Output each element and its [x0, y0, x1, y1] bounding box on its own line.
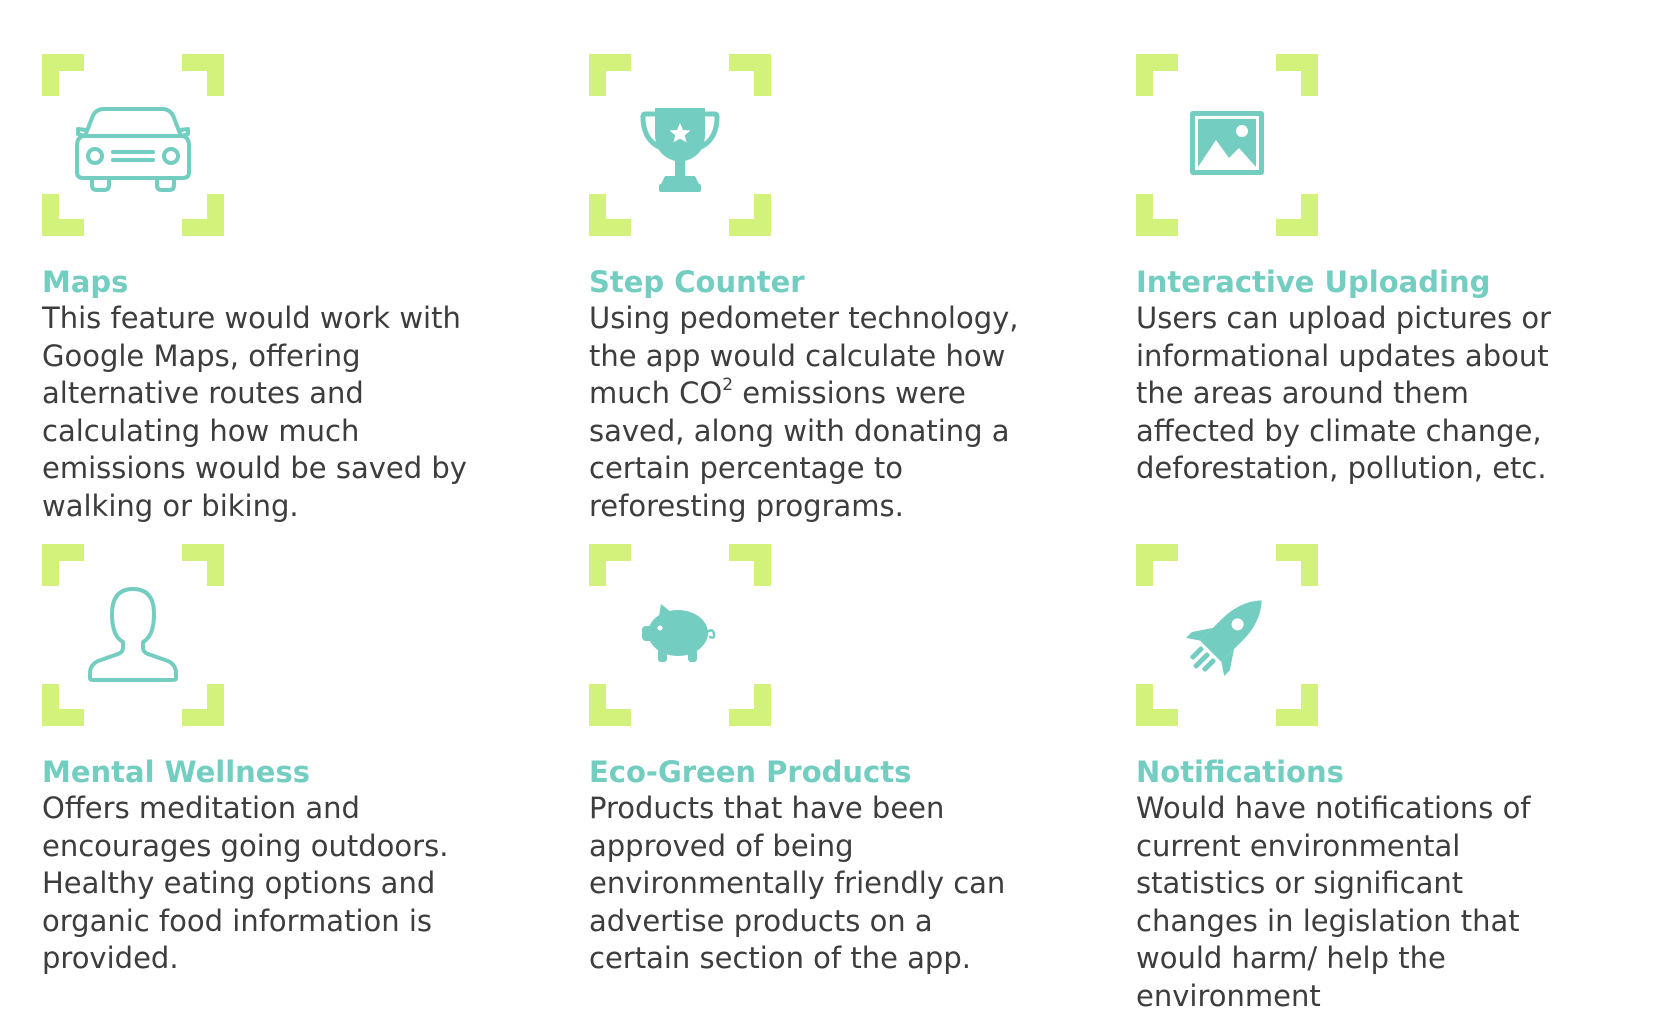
corner-bracket	[1136, 54, 1178, 96]
description-line: This feature would work with	[42, 301, 461, 335]
description-line: environment	[1136, 978, 1321, 1013]
description-line: informational updates about	[1136, 338, 1549, 373]
feature-mental-wellness: Mental Wellness Offers meditation and en…	[42, 544, 562, 978]
corner-bracket	[182, 544, 224, 586]
feature-title: Interactive Uploading	[1136, 265, 1491, 299]
description-line: emissions would be saved by	[42, 451, 467, 485]
feature-description: Products that have been approved of bein…	[589, 790, 1109, 978]
corner-bracket	[1276, 54, 1318, 96]
icon-frame	[589, 54, 771, 236]
corner-bracket	[182, 54, 224, 96]
description-line: Would have notifications of	[1136, 791, 1531, 825]
feature-step-counter: Step Counter Using pedometer technology,…	[589, 54, 1109, 525]
description-line: alternative routes and	[42, 376, 364, 410]
corner-bracket	[182, 194, 224, 236]
description-line: Products that have been	[589, 791, 945, 825]
description-line: Offers meditation and	[42, 791, 360, 825]
feature-description: Users can upload pictures or information…	[1136, 300, 1656, 488]
corner-bracket	[729, 684, 771, 726]
corner-bracket	[729, 194, 771, 236]
corner-bracket	[1136, 194, 1178, 236]
corner-bracket	[1276, 194, 1318, 236]
feature-title: Step Counter	[589, 265, 805, 299]
icon-frame	[42, 544, 224, 726]
piggy-bank-icon	[589, 544, 771, 726]
description-line: encourages going outdoors.	[42, 828, 449, 863]
description-line: changes in legislation that	[1136, 903, 1520, 938]
text-segment: emissions were	[733, 376, 966, 410]
feature-notifications: Notifications Would have notifications o…	[1136, 544, 1656, 1015]
corner-bracket	[182, 684, 224, 726]
corner-bracket	[1136, 544, 1178, 586]
description-line: approved of being	[589, 828, 854, 863]
corner-bracket	[729, 544, 771, 586]
feature-description: Using pedometer technology, the app woul…	[589, 300, 1109, 525]
description-line: would harm/ help the	[1136, 941, 1446, 975]
corner-bracket	[42, 684, 84, 726]
feature-description: Would have notifications of current envi…	[1136, 790, 1656, 1015]
description-line: Users can upload pictures or	[1136, 301, 1552, 335]
corner-bracket	[1276, 684, 1318, 726]
corner-bracket	[42, 54, 84, 96]
icon-frame	[42, 54, 224, 236]
car-icon	[42, 54, 224, 236]
description-line: walking or biking.	[42, 488, 299, 523]
description-line: certain percentage to	[589, 451, 903, 485]
corner-bracket	[589, 684, 631, 726]
description-line: deforestation, pollution, etc.	[1136, 451, 1547, 485]
feature-description: This feature would work with Google Maps…	[42, 300, 562, 525]
corner-bracket	[729, 54, 771, 96]
corner-bracket	[589, 544, 631, 586]
trophy-icon	[589, 54, 771, 236]
description-line: certain section of the app.	[589, 941, 971, 975]
corner-bracket	[1276, 544, 1318, 586]
feature-title: Eco-Green Products	[589, 755, 912, 789]
feature-description: Offers meditation and encourages going o…	[42, 790, 562, 978]
description-line: the app would calculate how	[589, 338, 1006, 373]
feature-eco-green-products: Eco-Green Products Products that have be…	[589, 544, 1109, 978]
description-line: Healthy eating options and	[42, 866, 436, 900]
rocket-icon	[1136, 544, 1318, 726]
image-icon	[1136, 54, 1318, 236]
feature-title: Maps	[42, 265, 129, 299]
description-line: organic food information is	[42, 903, 433, 938]
description-line: advertise products on a	[589, 903, 933, 938]
feature-title: Mental Wellness	[42, 755, 310, 789]
description-line: provided.	[42, 941, 179, 975]
description-line: much CO2 emissions were	[589, 375, 1109, 413]
text-segment: much CO	[589, 376, 723, 410]
corner-bracket	[589, 54, 631, 96]
feature-title: Notifications	[1136, 755, 1344, 789]
description-line: the areas around them	[1136, 376, 1469, 410]
icon-frame	[1136, 54, 1318, 236]
description-line: current environmental	[1136, 828, 1461, 863]
description-line: affected by climate change,	[1136, 413, 1542, 448]
description-line: environmentally friendly can	[589, 866, 1006, 900]
description-line: reforesting programs.	[589, 488, 904, 523]
icon-frame	[1136, 544, 1318, 726]
feature-maps: Maps This feature would work with Google…	[42, 54, 562, 525]
superscript: 2	[722, 375, 734, 395]
corner-bracket	[1136, 684, 1178, 726]
person-icon	[42, 544, 224, 726]
corner-bracket	[589, 194, 631, 236]
icon-frame	[589, 544, 771, 726]
description-line: calculating how much	[42, 413, 360, 448]
description-line: saved, along with donating a	[589, 413, 1010, 448]
description-line: Google Maps, offering	[42, 338, 361, 373]
feature-interactive-uploading: Interactive Uploading Users can upload p…	[1136, 54, 1656, 488]
corner-bracket	[42, 194, 84, 236]
description-line: Using pedometer technology,	[589, 301, 1019, 335]
corner-bracket	[42, 544, 84, 586]
description-line: statistics or significant	[1136, 866, 1464, 900]
